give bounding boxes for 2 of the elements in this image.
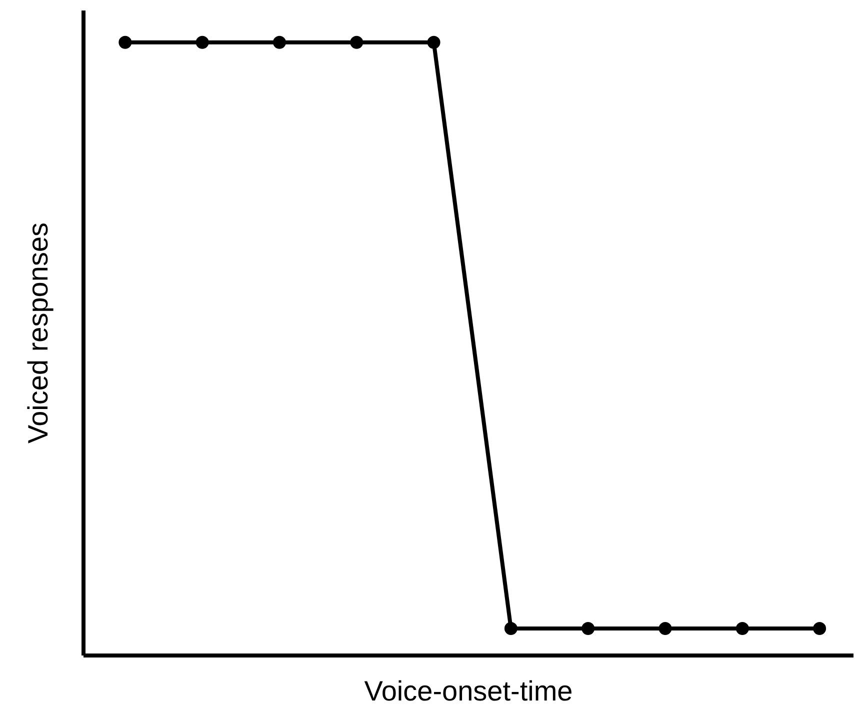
x-axis-title: Voice-onset-time bbox=[364, 676, 573, 706]
y-axis-title: Voiced responses bbox=[22, 222, 54, 444]
